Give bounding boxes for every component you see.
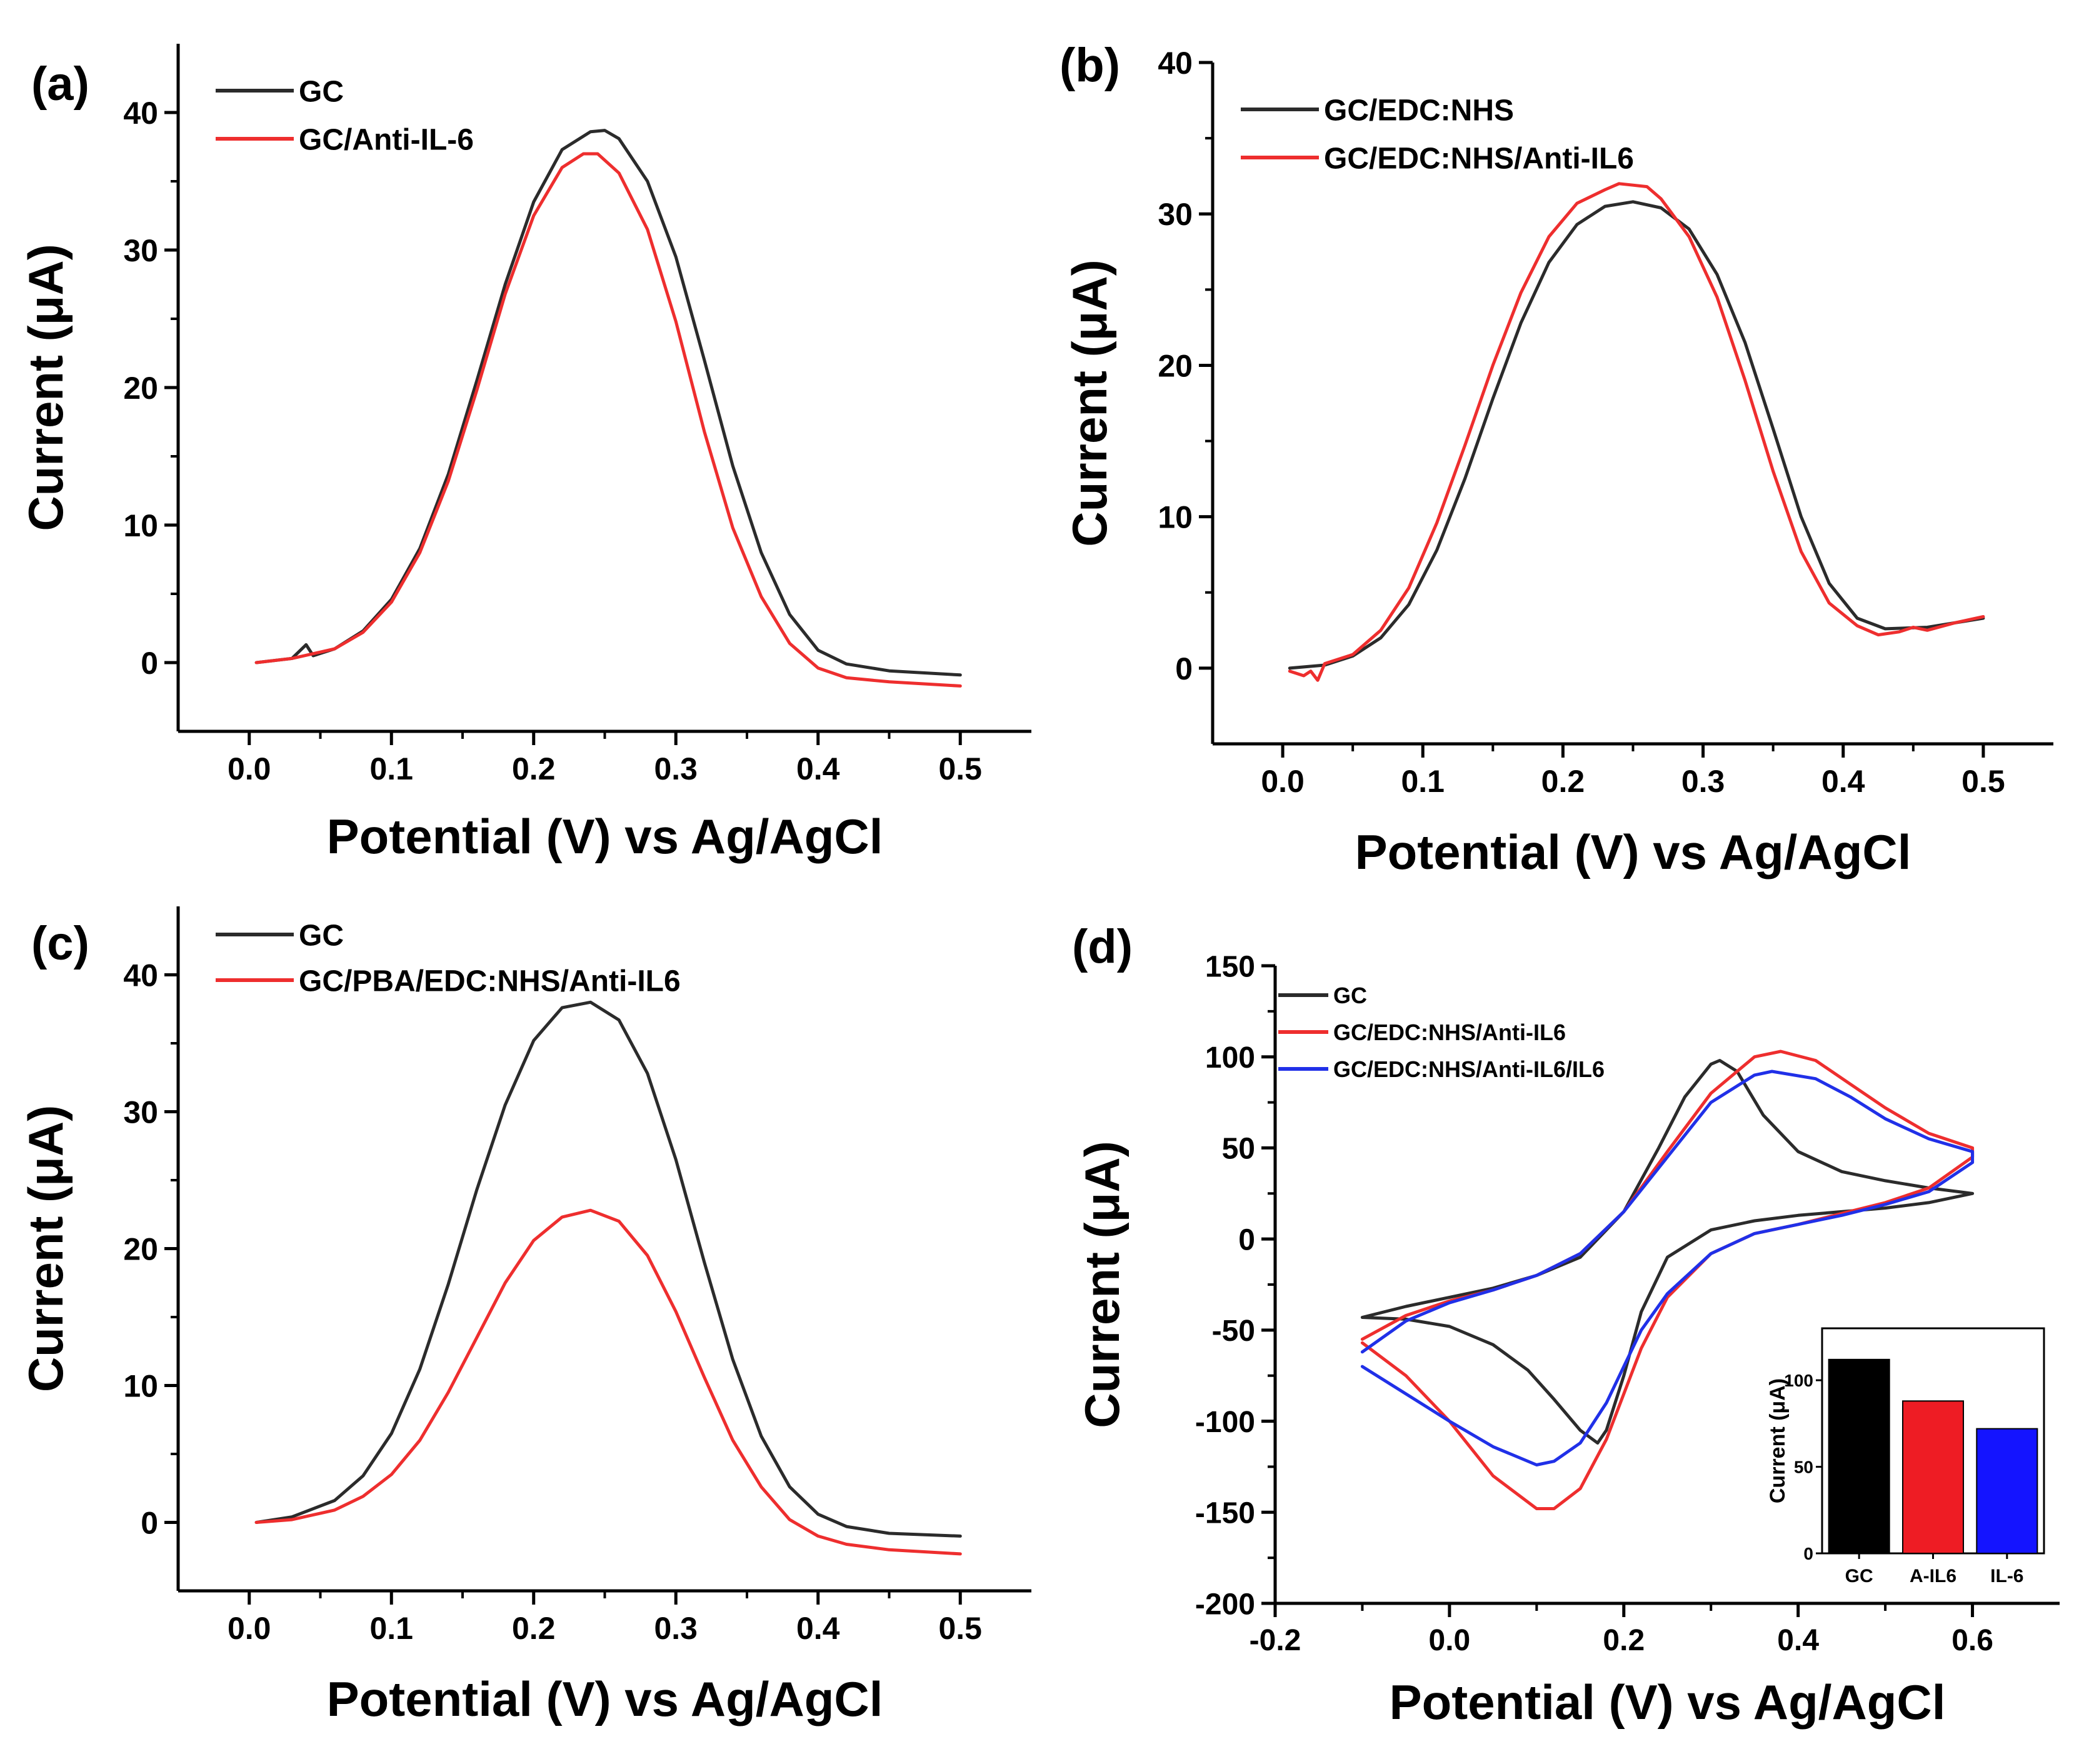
y-tick-label: 40 [1158, 46, 1193, 81]
inset-x-tick-label: GC [1845, 1566, 1873, 1586]
y-tick-label: 30 [123, 1095, 158, 1130]
y-tick-label: -150 [1195, 1497, 1255, 1530]
legend-label-1: GC/PBA/EDC:NHS/Anti-IL6 [299, 965, 681, 998]
legend-label-1: GC/EDC:NHS/Anti-IL6 [1324, 142, 1634, 175]
x-tick-label: 0.2 [512, 751, 556, 786]
x-tick-label: 0.2 [1603, 1624, 1645, 1657]
chart-panel-c: 0.0 0.1 0.2 0.3 0.4 0.5 0 10 20 30 40 Potential (V)… [18, 906, 1031, 1726]
series-line-0 [1288, 200, 1985, 670]
x-tick-label: 0.2 [1541, 764, 1585, 799]
legend-label-2: GC/EDC:NHS/Anti-IL6/IL6 [1333, 1056, 1605, 1082]
x-tick-label: -0.2 [1250, 1624, 1301, 1657]
legend-label-0: GC [299, 75, 344, 108]
y-tick-label: 40 [123, 96, 158, 131]
y-tick-label: 20 [1158, 348, 1193, 383]
y-axis-label: Current (μA) [1075, 1141, 1130, 1428]
x-tick-label: 0.4 [796, 1611, 840, 1646]
inset-y-tick-label: 100 [1784, 1371, 1813, 1390]
y-tick-label: 50 [1222, 1133, 1255, 1166]
x-tick-label: 0.6 [1951, 1624, 1993, 1657]
series-line-1 [1288, 182, 1985, 682]
inset-x-tick-label: IL-6 [1990, 1566, 2023, 1586]
x-axis-label: Potential (V) vs Ag/AgCl [327, 809, 883, 864]
legend-label-0: GC [1333, 983, 1367, 1008]
y-tick-label: 0 [141, 646, 158, 681]
inset-bar-1 [1901, 1400, 1965, 1554]
x-tick-label: 0.0 [228, 1611, 271, 1646]
x-tick-label: 0.4 [1821, 764, 1865, 799]
x-tick-label: 0.0 [1261, 764, 1305, 799]
x-tick-label: 0.3 [654, 1611, 698, 1646]
series-line-0 [254, 1000, 962, 1538]
chart-inset-bar: 0 50 100 GC A-IL6 IL-6 Current (μA) [1766, 1327, 2045, 1586]
y-tick-label: 30 [1158, 197, 1193, 232]
panel-label-a: (a) [31, 58, 89, 111]
y-tick-label: 10 [123, 508, 158, 543]
inset-bar-2 [1976, 1428, 2038, 1555]
y-tick-label: 0 [1175, 651, 1193, 686]
inset-bar-0 [1828, 1358, 1890, 1555]
panel-label-c: (c) [31, 917, 89, 970]
y-tick-label: 10 [123, 1369, 158, 1404]
y-tick-label: 0 [1238, 1223, 1255, 1256]
chart-panel-d: -0.2 0.0 0.2 0.4 0.6 -200 -150 -100 -50 0 50 100 150… [1075, 950, 2060, 1730]
x-tick-label: 0.5 [938, 751, 982, 786]
x-tick-label: 0.3 [1681, 764, 1725, 799]
x-tick-label: 0.4 [1777, 1624, 1819, 1657]
panel-label-d: (d) [1072, 920, 1133, 973]
x-tick-label: 0.3 [654, 751, 698, 786]
y-tick-label: 30 [123, 233, 158, 268]
series-line-1 [254, 152, 962, 688]
chart-panel-a: 0.0 0.1 0.2 0.3 0.4 0.5 0 10 20 30 40 Potential (V)… [18, 44, 1031, 864]
inset-x-tick-label: A-IL6 [1910, 1566, 1956, 1586]
x-axis-label: Potential (V) vs Ag/AgCl [327, 1671, 883, 1726]
y-axis-label: Current (μA) [1062, 259, 1117, 546]
legend-label-0: GC [299, 919, 344, 952]
inset-y-tick-label: 50 [1794, 1458, 1813, 1477]
x-tick-label: 0.2 [512, 1611, 556, 1646]
y-tick-label: 40 [123, 958, 158, 993]
inset-y-axis-label: Current (μA) [1766, 1378, 1790, 1503]
chart-panel-b: 0.0 0.1 0.2 0.3 0.4 0.5 0 10 20 30 40 Potential (V)… [1062, 46, 2053, 879]
x-tick-label: 0.5 [938, 1611, 982, 1646]
series-line-1 [254, 1208, 962, 1556]
x-tick-label: 0.0 [1429, 1624, 1471, 1657]
x-axis-label: Potential (V) vs Ag/AgCl [1355, 824, 1911, 879]
y-tick-label: -50 [1212, 1315, 1255, 1348]
y-tick-label: 100 [1205, 1041, 1255, 1075]
y-tick-label: 0 [141, 1506, 158, 1541]
x-tick-label: 0.1 [1401, 764, 1445, 799]
x-tick-label: 0.1 [369, 751, 413, 786]
x-tick-label: 0.0 [228, 751, 271, 786]
x-tick-label: 0.4 [796, 751, 840, 786]
y-tick-label: 150 [1205, 950, 1255, 983]
y-tick-label: 20 [123, 371, 158, 406]
legend-label-0: GC/EDC:NHS [1324, 94, 1514, 127]
y-tick-label: 10 [1158, 500, 1193, 535]
y-tick-label: -100 [1195, 1406, 1255, 1439]
legend-label-1: GC/Anti-IL-6 [299, 123, 474, 156]
inset-y-tick-label: 0 [1803, 1544, 1813, 1563]
panel-label-b: (b) [1060, 39, 1120, 92]
y-axis-label: Current (μA) [18, 1105, 73, 1392]
y-tick-label: 20 [123, 1232, 158, 1267]
x-tick-label: 0.1 [369, 1611, 413, 1646]
series-line-2 [1360, 1070, 1975, 1466]
x-tick-label: 0.5 [1961, 764, 2005, 799]
y-axis-label: Current (μA) [18, 244, 73, 531]
y-tick-label: -200 [1195, 1588, 1255, 1621]
legend-label-1: GC/EDC:NHS/Anti-IL6 [1333, 1020, 1566, 1045]
x-axis-label: Potential (V) vs Ag/AgCl [1390, 1675, 1946, 1730]
